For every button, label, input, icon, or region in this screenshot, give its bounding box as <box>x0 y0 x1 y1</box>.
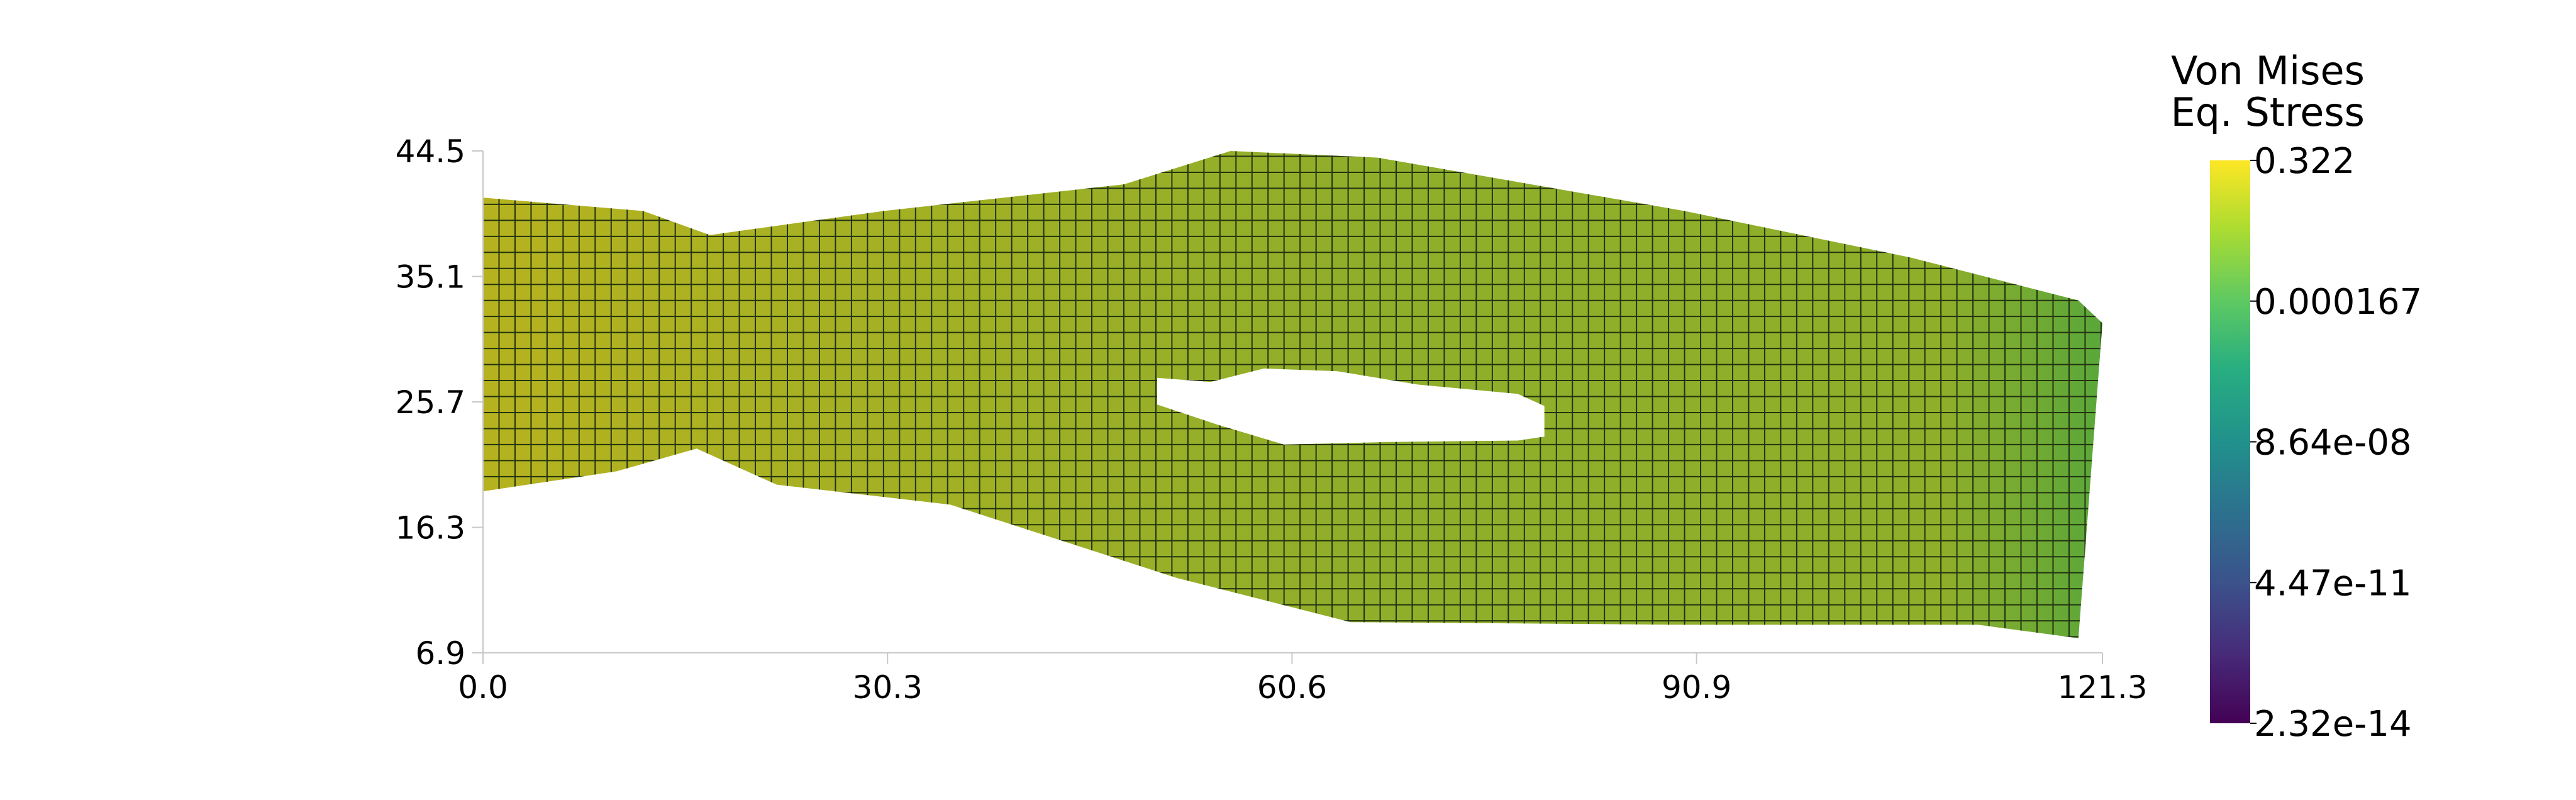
colorbar-tick-label: 4.47e-11 <box>2254 563 2412 604</box>
colorbar-title: Von Mises Eq. Stress <box>2075 50 2365 133</box>
colorbar-gradient <box>2210 160 2250 723</box>
y-tick-label: 6.9 <box>415 635 465 672</box>
colorbar-tick-label: 0.322 <box>2254 141 2355 182</box>
colorbar-tick-label: 2.32e-14 <box>2254 704 2412 745</box>
x-tick-label: 60.6 <box>1257 669 1327 706</box>
y-tick-label: 35.1 <box>396 259 465 296</box>
y-tick-label: 16.3 <box>396 510 465 547</box>
colorbar-title-line1: Von Mises <box>2170 48 2365 94</box>
x-tick-label: 121.3 <box>2057 669 2147 706</box>
y-axis-ticks: 44.5 35.1 25.7 16.3 6.9 <box>396 133 483 672</box>
colorbar-tick-label: 8.64e-08 <box>2254 423 2412 464</box>
y-tick-label: 25.7 <box>396 384 465 421</box>
y-tick-label: 44.5 <box>396 133 465 170</box>
x-tick-label: 30.3 <box>853 669 923 706</box>
axes: 44.5 35.1 25.7 16.3 6.9 0.0 30.3 60.6 90.9 121.3 <box>396 133 2148 706</box>
colorbar: 0.322 0.000167 8.64e-08 4.47e-11 2.32e-14 <box>2210 141 2422 745</box>
x-tick-label: 90.9 <box>1662 669 1731 706</box>
x-axis-ticks: 0.0 30.3 60.6 90.9 121.3 <box>458 653 2148 706</box>
colorbar-tick-label: 0.000167 <box>2254 282 2422 323</box>
x-tick-label: 0.0 <box>458 669 508 706</box>
colorbar-ticks: 0.322 0.000167 8.64e-08 4.47e-11 2.32e-14 <box>2250 141 2422 745</box>
mesh-fill <box>483 151 2102 638</box>
colorbar-title-line2: Eq. Stress <box>2170 89 2365 135</box>
stress-mesh <box>483 151 2102 638</box>
